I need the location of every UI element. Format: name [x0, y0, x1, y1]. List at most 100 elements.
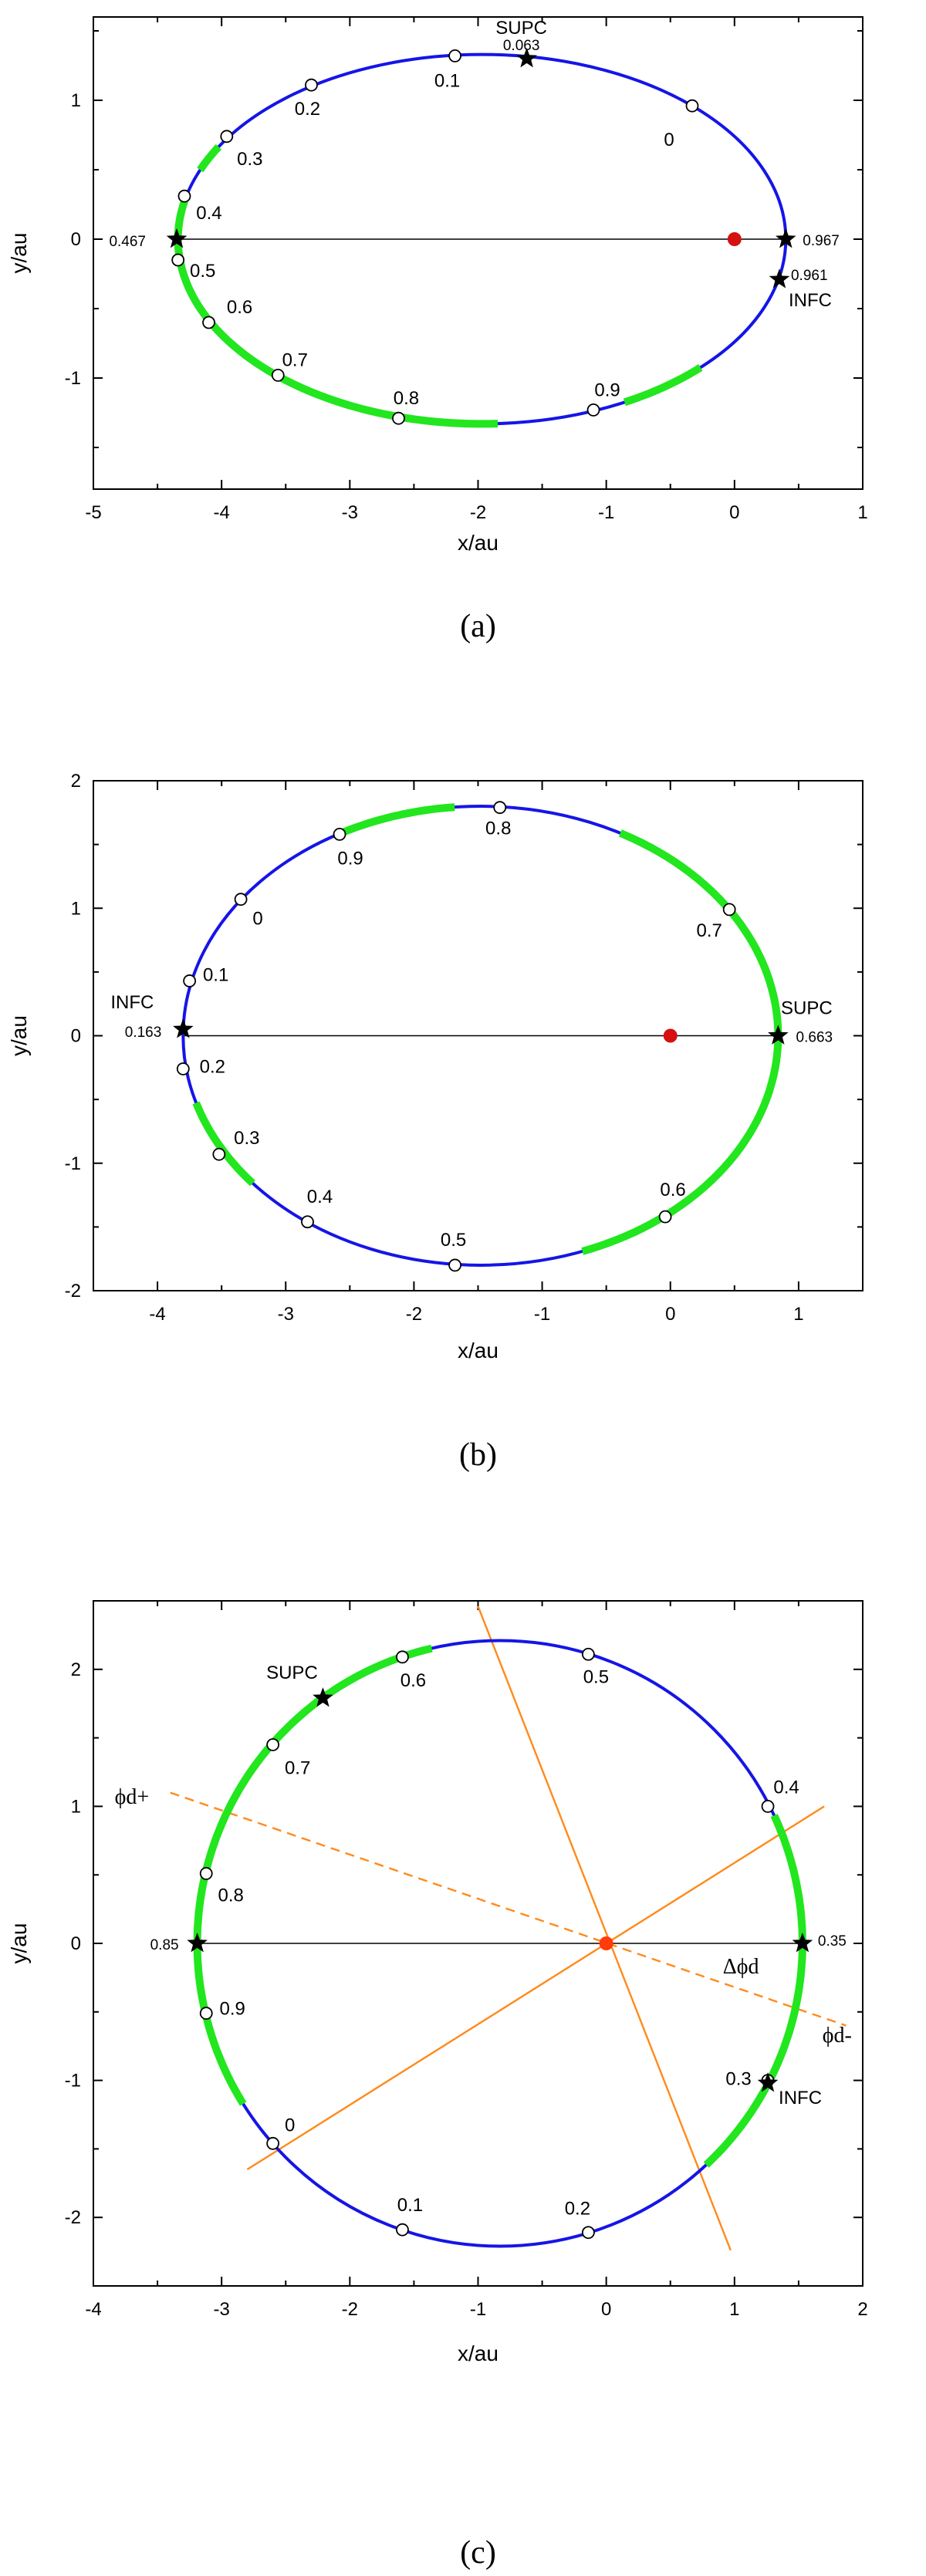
x-tick-label: -3 — [342, 502, 358, 523]
event-phase-label: 0.35 — [818, 1933, 847, 1950]
phase-point — [396, 2223, 409, 2237]
x-axis-label: x/au — [458, 531, 498, 555]
phase-point-label: 0.9 — [594, 380, 620, 400]
phase-point — [761, 1799, 775, 1813]
phase-point — [301, 1215, 314, 1229]
event-star-marker — [768, 1025, 789, 1045]
event-phase-label: 0.063 — [503, 38, 540, 54]
y-tick-label: -1 — [65, 2071, 81, 2092]
phase-point — [396, 1650, 409, 1664]
phase-point-label: 0.2 — [565, 2199, 590, 2220]
phase-point-label: 0.9 — [337, 848, 363, 869]
phase-point-label: 0.7 — [282, 349, 308, 370]
y-tick-label: -2 — [65, 2207, 81, 2228]
phase-point-label: 0 — [664, 130, 674, 150]
phase-point — [582, 2226, 595, 2240]
phase-point — [493, 801, 507, 815]
phase-point-label: 0.6 — [227, 297, 252, 318]
phase-point-label: 0.3 — [234, 1128, 259, 1149]
disk-crossing-arc — [623, 364, 703, 407]
phase-point — [199, 2007, 213, 2020]
phase-point — [177, 189, 191, 203]
chart-panel-1: -5 -4 -3 -2 -1 0 1 1 0 -1 x/au y/au (a) 0 0.1 0.2 0.3 0.4… — [7, 16, 868, 644]
phase-point-label: 0.6 — [660, 1180, 685, 1200]
x-tick-label: -3 — [278, 1304, 294, 1325]
panel-caption: (c) — [460, 2535, 496, 2571]
x-tick-label: -3 — [213, 2299, 229, 2320]
x-tick-label: -5 — [85, 502, 101, 523]
phase-point-label: 0.2 — [295, 99, 320, 120]
y-tick-label: 1 — [71, 1796, 81, 1817]
event-star-marker — [516, 48, 537, 68]
event-name-label: SUPC — [781, 998, 833, 1019]
event-phase-label: 0.961 — [791, 268, 828, 284]
y-tick-label: 2 — [71, 771, 81, 792]
phase-point-label: 0.6 — [400, 1670, 426, 1691]
y-tick-label: -1 — [65, 1153, 81, 1174]
chart-panel-3: -4 -3 -2 -1 0 1 2 2 1 0 -1 -2 x/au y/au (c) 0 0.1 0.2 0.3 0… — [7, 1600, 868, 2571]
x-tick-label: 0 — [729, 502, 739, 523]
disk-line — [477, 1605, 732, 2251]
plot-frame — [93, 16, 863, 490]
phase-point — [586, 403, 600, 417]
event-star-marker — [166, 228, 188, 248]
y-tick-label: 0 — [71, 1933, 81, 1954]
disk-crossing-arc — [581, 1035, 782, 1255]
phase-point-label: 0.5 — [441, 1230, 466, 1251]
phase-point-label: 0.8 — [218, 1885, 244, 1906]
x-tick-label: -4 — [85, 2299, 101, 2320]
phase-point — [183, 974, 197, 988]
y-tick-label: -2 — [65, 1281, 81, 1302]
phase-point-label: 0.1 — [397, 2195, 423, 2216]
disk-crossing-arc — [193, 1644, 433, 2106]
phase-point — [722, 903, 736, 917]
event-name-label: INFC — [789, 290, 832, 311]
phase-point — [448, 1258, 461, 1272]
event-star-marker — [313, 1687, 333, 1707]
phase-point — [266, 1738, 280, 1751]
phase-point — [333, 828, 346, 841]
y-axis-label: y/au — [7, 1015, 31, 1056]
phase-point-label: 0.1 — [434, 70, 460, 91]
x-tick-label: -1 — [470, 2299, 486, 2320]
event-star-marker — [775, 228, 796, 248]
phase-point-label: 0 — [285, 2115, 295, 2135]
phase-point-label: 0.5 — [583, 1666, 609, 1687]
x-tick-label: 1 — [793, 1304, 803, 1325]
event-star-marker — [757, 2072, 779, 2092]
x-axis-label: x/au — [458, 2341, 498, 2365]
disk-crossing-arc — [770, 1814, 806, 1944]
x-tick-label: -2 — [342, 2299, 358, 2320]
angle-annotation: Δϕd — [723, 1955, 759, 1979]
phase-point — [176, 1062, 190, 1075]
phase-point — [202, 316, 215, 329]
x-tick-label: -4 — [149, 1304, 165, 1325]
event-phase-label: 0.663 — [796, 1030, 833, 1046]
y-tick-label: -1 — [65, 368, 81, 389]
x-tick-label: -1 — [598, 502, 614, 523]
event-star-marker — [173, 1018, 194, 1038]
y-tick-label: 0 — [71, 229, 81, 250]
phase-point — [305, 78, 318, 92]
central-star-marker — [663, 1028, 678, 1043]
phase-point-label: 0.5 — [190, 261, 215, 282]
phase-point — [171, 253, 185, 267]
phase-point — [685, 99, 699, 113]
x-tick-label: -2 — [406, 1304, 422, 1325]
phase-point-label: 0.4 — [196, 203, 221, 224]
event-star-marker — [187, 1933, 208, 1953]
phase-point-label: 0.7 — [285, 1757, 310, 1778]
phase-point — [234, 893, 248, 906]
y-axis-label: y/au — [7, 1923, 31, 1964]
event-phase-label: 0.163 — [125, 1025, 162, 1041]
central-star-marker — [599, 1936, 613, 1950]
phase-point — [212, 1147, 226, 1161]
event-name-label: INFC — [779, 2088, 822, 2108]
disk-crossing-arc — [174, 199, 498, 428]
disk-crossing-arc — [197, 143, 222, 173]
y-tick-label: 0 — [71, 1026, 81, 1047]
disk-line — [170, 1791, 847, 2027]
chart-panel-2: -4 -3 -2 -1 0 1 2 1 0 -1 -2 x/au y/au (b) 0 0.1 0.2 0.3 0.… — [7, 771, 863, 1473]
event-phase-label: 0.85 — [150, 1937, 179, 1953]
